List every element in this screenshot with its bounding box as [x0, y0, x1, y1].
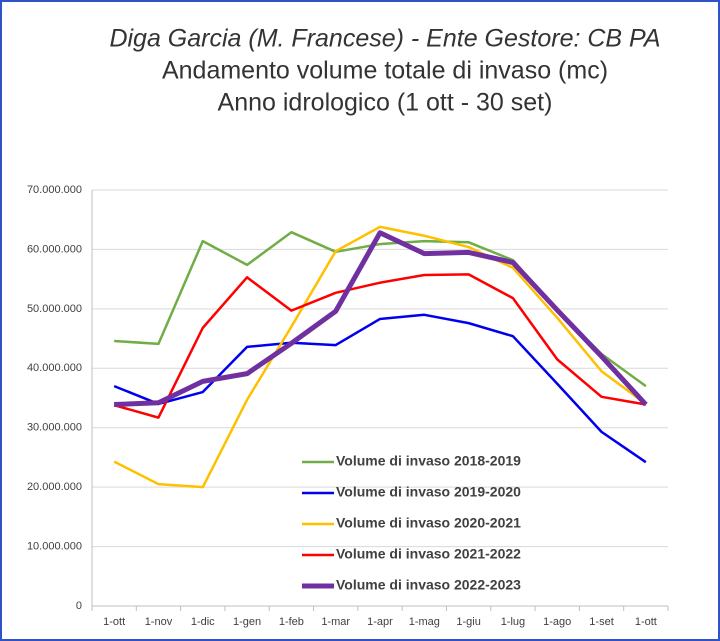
chart-title: Diga Garcia (M. Francese) - Ente Gestore…: [109, 25, 660, 53]
legend-label: Volume di invaso 2020-2021: [336, 515, 521, 531]
chart-subtitle: Anno idrologico (1 ott - 30 set): [218, 89, 553, 117]
x-tick-label: 1-dic: [191, 616, 215, 628]
y-tick-label: 20.000.000: [27, 481, 82, 493]
y-tick-label: 60.000.000: [27, 243, 82, 255]
x-tick-label: 1-lug: [501, 616, 525, 628]
legend-label: Volume di invaso 2018-2019: [336, 453, 521, 469]
y-tick-label: 70.000.000: [27, 184, 82, 196]
series-line: [114, 230, 648, 408]
x-tick-label: 1-gen: [233, 616, 261, 628]
x-tick-label: 1-set: [589, 616, 613, 628]
legend-label: Volume di invaso 2019-2020: [336, 484, 521, 500]
y-tick-label: 50.000.000: [27, 303, 82, 315]
series-line: [113, 273, 647, 419]
x-tick-label: 1-ott: [103, 616, 125, 628]
x-tick-label: 1-apr: [367, 616, 393, 628]
y-tick-label: 40.000.000: [27, 362, 82, 374]
x-tick-label: 1-ott: [635, 616, 657, 628]
x-tick-label: 1-giu: [456, 616, 480, 628]
x-tick-label: 1-mag: [409, 616, 440, 628]
series-line: [113, 313, 647, 464]
x-tick-label: 1-ago: [543, 616, 571, 628]
x-tick-label: 1-mar: [321, 616, 350, 628]
legend-label: Volume di invaso 2021-2022: [336, 546, 521, 562]
y-tick-label: 30.000.000: [27, 422, 82, 434]
x-tick-label: 1-feb: [279, 616, 304, 628]
series-line: [113, 225, 647, 489]
chart-subtitle: Andamento volume totale di invaso (mc): [162, 57, 608, 85]
y-tick-label: 10.000.000: [27, 540, 82, 552]
y-tick-label: 0: [76, 600, 82, 612]
x-tick-label: 1-nov: [145, 616, 173, 628]
legend-label: Volume di invaso 2022-2023: [336, 577, 521, 593]
